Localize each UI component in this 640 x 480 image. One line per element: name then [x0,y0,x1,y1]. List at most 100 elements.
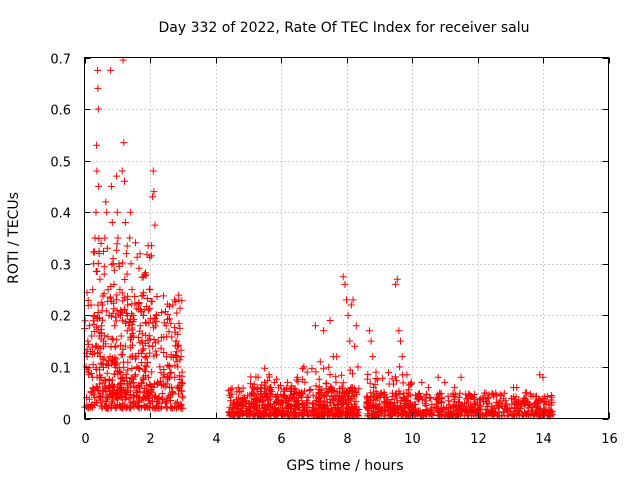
data-point [165,328,173,336]
data-point [177,387,185,395]
data-point [341,280,349,288]
data-point [82,349,90,357]
data-point [343,296,350,304]
data-point [152,347,160,355]
data-point [94,105,102,113]
data-point [372,375,380,382]
data-point [326,399,334,407]
data-point [119,345,127,353]
data-point [107,297,115,305]
data-point [166,315,173,323]
data-point [94,309,102,316]
x-tick-labels: 0 2 4 6 8 10 12 14 16 [81,432,617,447]
data-point [122,370,130,378]
data-point [316,358,324,366]
data-point [403,396,411,404]
data-point [102,404,110,412]
data-point [532,399,540,407]
data-point [171,324,179,332]
data-point [338,383,346,391]
data-point [422,390,430,398]
data-point [167,319,175,327]
data-point [465,391,473,399]
data-point [318,393,326,401]
data-point [294,378,302,386]
data-point [175,319,183,327]
data-point [149,342,157,350]
y-tick-label: 0.5 [50,156,71,171]
data-point [93,141,101,149]
data-point [295,404,302,412]
data-point [100,364,107,372]
data-point [106,353,114,361]
data-point [355,385,363,393]
data-point [102,398,110,405]
data-point [261,364,269,372]
data-point [292,398,300,406]
data-point [112,342,120,350]
data-point [124,366,132,374]
data-point [331,411,339,418]
data-point [175,372,183,380]
data-point [364,370,372,378]
data-point [177,378,185,386]
data-point [404,392,412,400]
data-point [105,375,113,383]
data-point [238,398,246,406]
data-point [136,388,144,396]
data-point [100,270,108,278]
data-point [87,301,95,309]
data-point [95,394,103,402]
data-point [117,368,125,376]
data-point [141,367,149,375]
data-point [157,404,165,412]
data-point [131,371,139,379]
data-point [434,396,442,404]
data-point [104,286,112,294]
data-point [84,368,92,376]
data-point [323,392,330,400]
data-point [313,411,321,419]
data-point [246,392,254,400]
data-point [133,305,141,313]
data-point [176,304,184,312]
data-point [100,354,108,362]
data-point [90,320,98,328]
data-point [146,399,154,407]
data-point [120,139,128,147]
data-point [120,376,128,384]
data-point [95,182,103,190]
data-point [523,389,531,397]
data-point [82,363,90,371]
data-point [320,327,328,335]
data-point [464,411,472,419]
data-point [102,307,110,315]
data-point [93,167,101,175]
data-point [89,361,97,369]
data-point [179,394,187,402]
data-point [408,402,415,410]
data-point [492,398,500,406]
data-point [148,368,156,376]
data-point [460,400,468,408]
data-point [144,404,152,412]
data-point [547,392,555,399]
data-point [533,410,541,418]
data-point [109,309,117,317]
data-point [366,379,374,387]
data-point [146,335,154,343]
data-point [239,384,247,392]
data-point [265,387,273,395]
data-point [470,412,478,420]
data-point [127,398,135,406]
data-point [272,398,280,405]
data-point [100,290,108,298]
data-point [287,404,295,412]
data-point [112,388,120,396]
data-point [246,404,254,412]
data-point [381,403,389,411]
data-point [127,336,134,344]
data-point [104,333,112,341]
data-point [275,404,283,412]
data-point [546,406,554,414]
